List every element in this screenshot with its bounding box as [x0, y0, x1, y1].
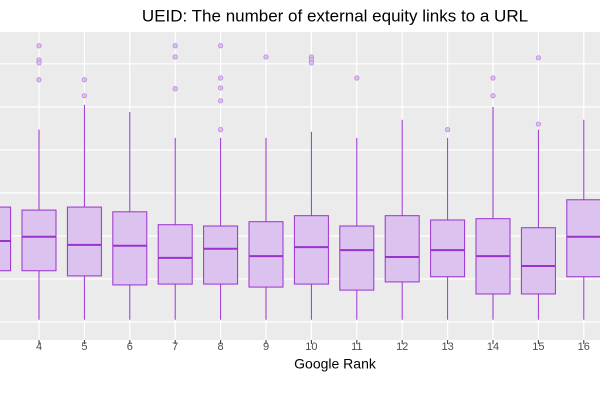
- outlier: [81, 93, 88, 99]
- x-tick-label: 13: [441, 341, 453, 353]
- x-tick-label: 6: [127, 341, 133, 353]
- outlier: [218, 98, 224, 104]
- box: [384, 215, 420, 283]
- outlier: [308, 60, 314, 66]
- outlier: [172, 86, 178, 92]
- box: [430, 219, 466, 278]
- box: [339, 225, 375, 291]
- outlier: [490, 93, 496, 99]
- box: [248, 221, 284, 288]
- x-tick-label: 16: [578, 341, 590, 353]
- chart-title: UEID: The number of external equity link…: [142, 6, 528, 25]
- box: [157, 224, 193, 285]
- x-tick-label: 9: [263, 341, 269, 353]
- outlier: [535, 121, 542, 127]
- box: [112, 211, 148, 286]
- outlier: [354, 75, 360, 81]
- x-tick-label: 15: [532, 341, 544, 353]
- outlier: [172, 54, 178, 60]
- box: [0, 206, 12, 272]
- x-axis-title: Google Rank: [294, 356, 377, 372]
- outlier: [172, 43, 178, 49]
- x-tick-label: 11: [351, 341, 362, 353]
- box: [293, 215, 329, 285]
- outlier: [36, 60, 42, 66]
- box: [203, 225, 239, 285]
- outlier: [218, 127, 224, 133]
- box: [520, 227, 556, 295]
- plot-area: [0, 32, 600, 340]
- x-tick-label: 5: [81, 341, 87, 353]
- outlier: [444, 127, 451, 133]
- x-tick-label: 12: [396, 341, 408, 353]
- outlier: [263, 54, 269, 60]
- x-tick-label: 7: [172, 341, 178, 353]
- x-tick-label: 14: [487, 341, 499, 353]
- outlier: [218, 85, 224, 91]
- box: [21, 209, 57, 272]
- outlier: [36, 43, 42, 49]
- outlier: [535, 55, 542, 61]
- outlier: [36, 77, 42, 83]
- x-tick-label: 4: [36, 341, 42, 353]
- outlier: [218, 75, 224, 81]
- x-axis: 4 5 6 7 8 9 10 11 12 13 14 15 16: [36, 340, 590, 353]
- outlier: [490, 75, 496, 81]
- outlier: [81, 77, 88, 83]
- outlier: [218, 43, 224, 49]
- x-tick-label: 8: [218, 341, 224, 353]
- box: [66, 206, 102, 277]
- box: [566, 199, 600, 278]
- x-tick-label: 10: [305, 341, 317, 353]
